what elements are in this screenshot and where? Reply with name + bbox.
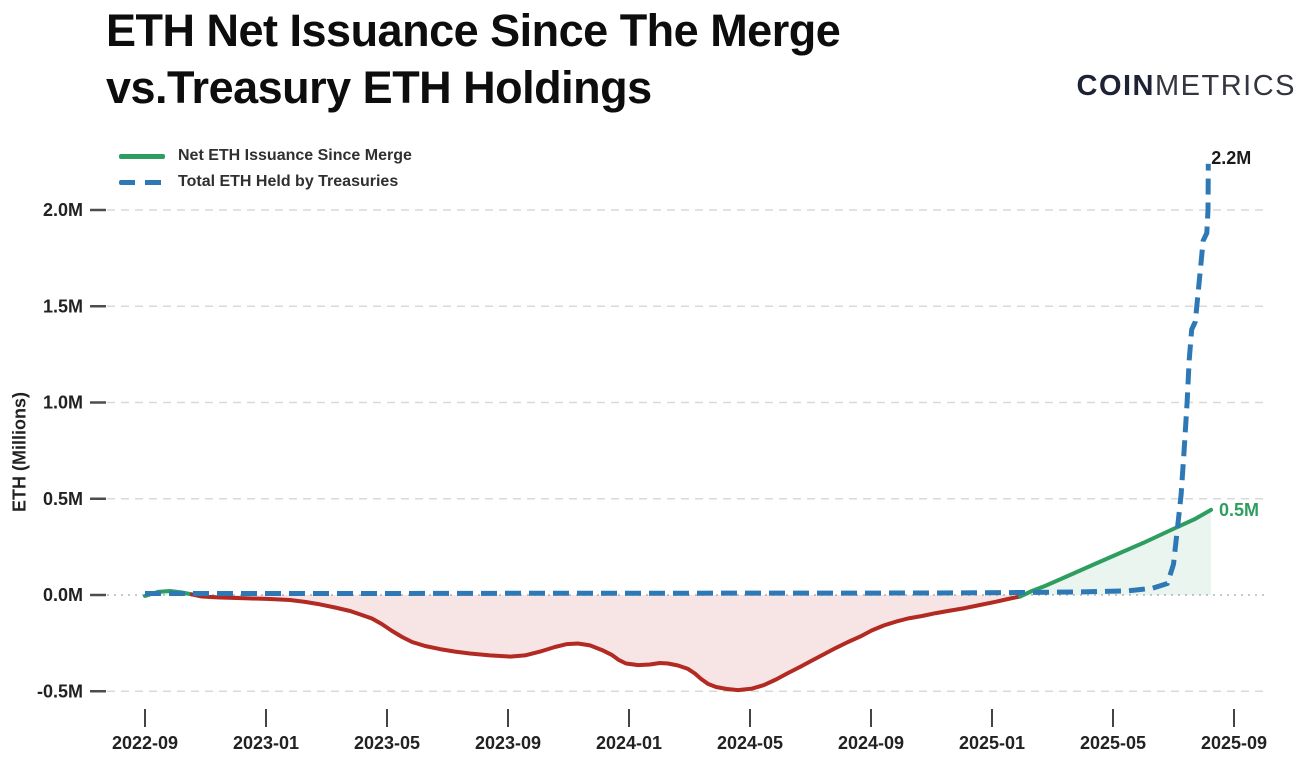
legend-label-net-issuance: Net ETH Issuance Since Merge <box>178 147 412 164</box>
x-tick-label: 2024-05 <box>717 733 783 753</box>
y-tick-label: 1.5M <box>43 296 83 316</box>
x-tick-label: 2023-05 <box>354 733 420 753</box>
x-tick-label: 2024-01 <box>596 733 662 753</box>
y-tick-label: 0.0M <box>43 585 83 605</box>
logo-coin-text: COIN <box>1076 70 1155 102</box>
x-axis: 2022-09 2023-01 2023-05 2023-09 2024-01 2024-… <box>112 709 1267 753</box>
x-tick-label: 2023-09 <box>475 733 541 753</box>
x-tick-label: 2025-05 <box>1080 733 1146 753</box>
chart-title: ETH Net Issuance Since The Merge vs.Trea… <box>106 2 841 116</box>
net-issuance-line-positive <box>1018 507 1213 599</box>
logo-metrics-text: METRICS <box>1155 70 1296 102</box>
legend-label-treasuries: Total ETH Held by Treasuries <box>178 173 399 190</box>
value-annotation-2.2m: 2.2M <box>1211 148 1251 168</box>
gridlines: -0.5M 0.0M 0.5M 1.0M 1.5M 2.0M <box>37 200 1266 701</box>
treasury-holdings-line <box>145 163 1211 596</box>
chart-title-line2: vs.Treasury ETH Holdings <box>106 62 652 114</box>
x-tick-label: 2025-01 <box>959 733 1025 753</box>
chart-title-line1: ETH Net Issuance Since The Merge <box>106 5 841 56</box>
y-tick-label: 0.5M <box>43 489 83 509</box>
blue-dashed-line-swatch-icon <box>119 179 165 185</box>
coinmetrics-logo: COINMETRICS <box>1077 70 1297 103</box>
legend-item-treasuries: Total ETH Held by Treasuries <box>119 169 412 195</box>
x-tick-label: 2024-09 <box>838 733 904 753</box>
y-tick-label: 1.0M <box>43 393 83 413</box>
y-tick-label: 2.0M <box>43 200 83 220</box>
positive-area-fill <box>145 509 1211 595</box>
legend-item-net-issuance: Net ETH Issuance Since Merge <box>119 143 412 169</box>
x-tick-label: 2025-09 <box>1201 733 1267 753</box>
value-annotation-0.5m: 0.5M <box>1219 500 1259 520</box>
y-tick-label: -0.5M <box>37 681 83 701</box>
green-line-swatch-icon <box>119 153 165 159</box>
negative-area-fill <box>145 595 1211 691</box>
chart-legend: Net ETH Issuance Since Merge Total ETH H… <box>119 143 412 195</box>
x-tick-label: 2022-09 <box>112 733 178 753</box>
net-issuance-line-negative <box>189 592 1023 693</box>
x-tick-label: 2023-01 <box>233 733 299 753</box>
